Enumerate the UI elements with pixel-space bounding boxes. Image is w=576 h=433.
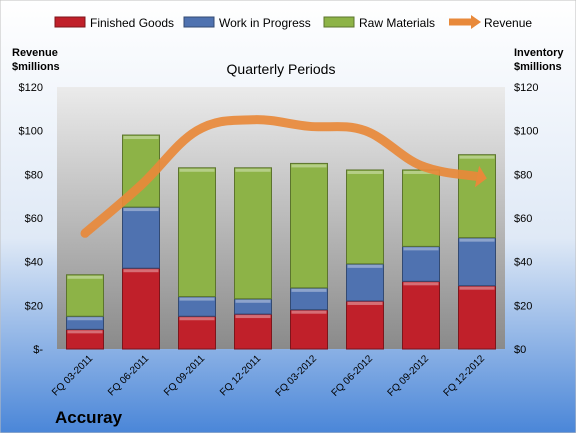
bar-raw-materials	[66, 274, 104, 317]
bar-finished-goods	[234, 313, 272, 350]
bar-finished-goods	[290, 309, 328, 350]
chart-title: Quarterly Periods	[227, 61, 336, 77]
bar-work-in-progress-highlight	[235, 299, 271, 303]
y-tick-left: $100	[19, 126, 43, 138]
bar-work-in-progress-highlight	[291, 288, 327, 292]
y-tick-left: $80	[25, 169, 43, 181]
bars	[66, 134, 496, 350]
bar-raw-materials-highlight	[235, 168, 271, 172]
y-tick-left: $-	[33, 344, 43, 356]
bar-raw-materials	[458, 154, 496, 239]
y-tick-left: $40	[25, 257, 43, 269]
bar-raw-materials-highlight	[347, 170, 383, 174]
bar-finished-goods-highlight	[347, 301, 383, 305]
bar-work-in-progress-highlight	[459, 238, 495, 242]
bar-finished-goods-highlight	[123, 269, 159, 273]
bar-finished-goods-highlight	[235, 315, 271, 319]
bar-work-in-progress-highlight	[123, 208, 159, 212]
y-tick-right: $20	[514, 300, 532, 312]
y-axis-ticks: $- $0 $20 $20 $40 $40 $60 $60 $80 $80 $100 $100 $120…	[19, 82, 539, 356]
bar-raw-materials	[346, 169, 384, 265]
revenue-line-arrowhead	[474, 165, 487, 188]
legend-label: Finished Goods	[90, 16, 174, 30]
legend-swatch	[183, 16, 215, 28]
revenue-line-layer	[80, 115, 487, 238]
legend-line-arrow	[471, 15, 481, 29]
bar-finished-goods-highlight	[291, 310, 327, 314]
legend-swatch	[54, 16, 86, 28]
bar-finished-goods	[458, 285, 496, 350]
bar-finished-goods	[178, 315, 216, 350]
legend-label: Work in Progress	[219, 16, 311, 30]
bar-raw-materials-highlight	[459, 155, 495, 159]
bar-work-in-progress-highlight	[67, 317, 103, 321]
right-axis-label-line2: $millions	[514, 61, 562, 73]
bar-raw-materials	[290, 162, 328, 289]
revenue-line	[80, 115, 482, 238]
y-tick-left: $60	[25, 213, 43, 225]
left-axis-label-line2: $millions	[12, 61, 60, 73]
y-tick-right: $100	[514, 126, 538, 138]
legend: Finished Goods Work in Progress Raw Materi…	[54, 15, 532, 30]
bar-work-in-progress	[458, 237, 496, 287]
bar-raw-materials-highlight	[403, 170, 439, 174]
y-tick-right: $80	[514, 169, 532, 181]
bar-finished-goods	[402, 280, 440, 350]
bar-finished-goods	[346, 300, 384, 350]
legend-label: Raw Materials	[359, 16, 435, 30]
bar-work-in-progress-highlight	[347, 264, 383, 268]
y-tick-right: $60	[514, 213, 532, 225]
bar-raw-materials-highlight	[179, 168, 215, 172]
bar-finished-goods-highlight	[67, 330, 103, 334]
bar-work-in-progress-highlight	[403, 247, 439, 251]
left-axis-label-line1: Revenue	[12, 47, 58, 59]
bar-raw-materials	[234, 167, 272, 300]
bar-raw-materials-highlight	[67, 275, 103, 279]
bar-work-in-progress	[402, 245, 440, 282]
y-tick-right: $40	[514, 257, 532, 269]
right-axis-label-line1: Inventory	[514, 47, 564, 59]
legend-swatch	[323, 16, 355, 28]
bar-raw-materials	[402, 169, 440, 247]
bar-finished-goods	[122, 267, 160, 350]
bar-work-in-progress-highlight	[179, 297, 215, 301]
y-tick-left: $20	[25, 300, 43, 312]
bar-work-in-progress	[122, 206, 160, 269]
y-tick-right: $120	[514, 82, 538, 94]
y-tick-left: $120	[19, 82, 43, 94]
bar-finished-goods-highlight	[403, 282, 439, 286]
bar-raw-materials-highlight	[123, 136, 159, 140]
company-name: Accuray	[55, 408, 123, 427]
bar-raw-materials-highlight	[291, 164, 327, 168]
bar-work-in-progress	[346, 263, 384, 302]
y-tick-right: $0	[514, 344, 526, 356]
bar-finished-goods-highlight	[179, 317, 215, 321]
bar-finished-goods-highlight	[459, 286, 495, 290]
bar-raw-materials	[178, 167, 216, 298]
legend-label: Revenue	[484, 16, 532, 30]
